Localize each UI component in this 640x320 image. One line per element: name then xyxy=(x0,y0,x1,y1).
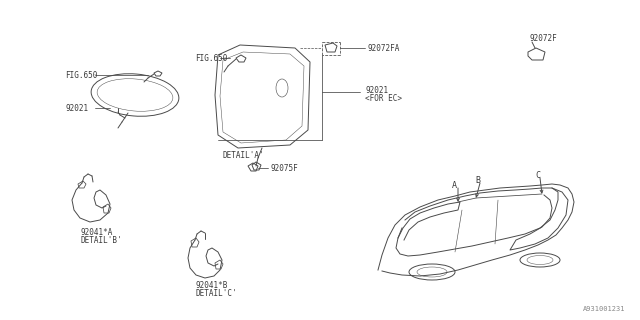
Text: 92021: 92021 xyxy=(65,103,88,113)
Text: 92041*B: 92041*B xyxy=(195,281,227,290)
Text: C: C xyxy=(536,171,541,180)
Text: 92072FA: 92072FA xyxy=(367,44,399,52)
Text: FIG.650: FIG.650 xyxy=(195,53,227,62)
Text: 92041*A: 92041*A xyxy=(80,228,113,236)
Text: 92072F: 92072F xyxy=(530,34,557,43)
Text: DETAIL'C': DETAIL'C' xyxy=(195,289,237,298)
Text: A: A xyxy=(451,180,456,189)
Text: <FOR EC>: <FOR EC> xyxy=(365,93,402,102)
Text: FIG.650: FIG.650 xyxy=(65,70,97,79)
Text: 92075F: 92075F xyxy=(270,164,298,172)
Text: DETAIL'B': DETAIL'B' xyxy=(80,236,122,244)
Text: A931001231: A931001231 xyxy=(582,306,625,312)
Text: B: B xyxy=(476,175,481,185)
Text: 92021: 92021 xyxy=(365,85,388,94)
Text: DETAIL'A': DETAIL'A' xyxy=(222,150,264,159)
